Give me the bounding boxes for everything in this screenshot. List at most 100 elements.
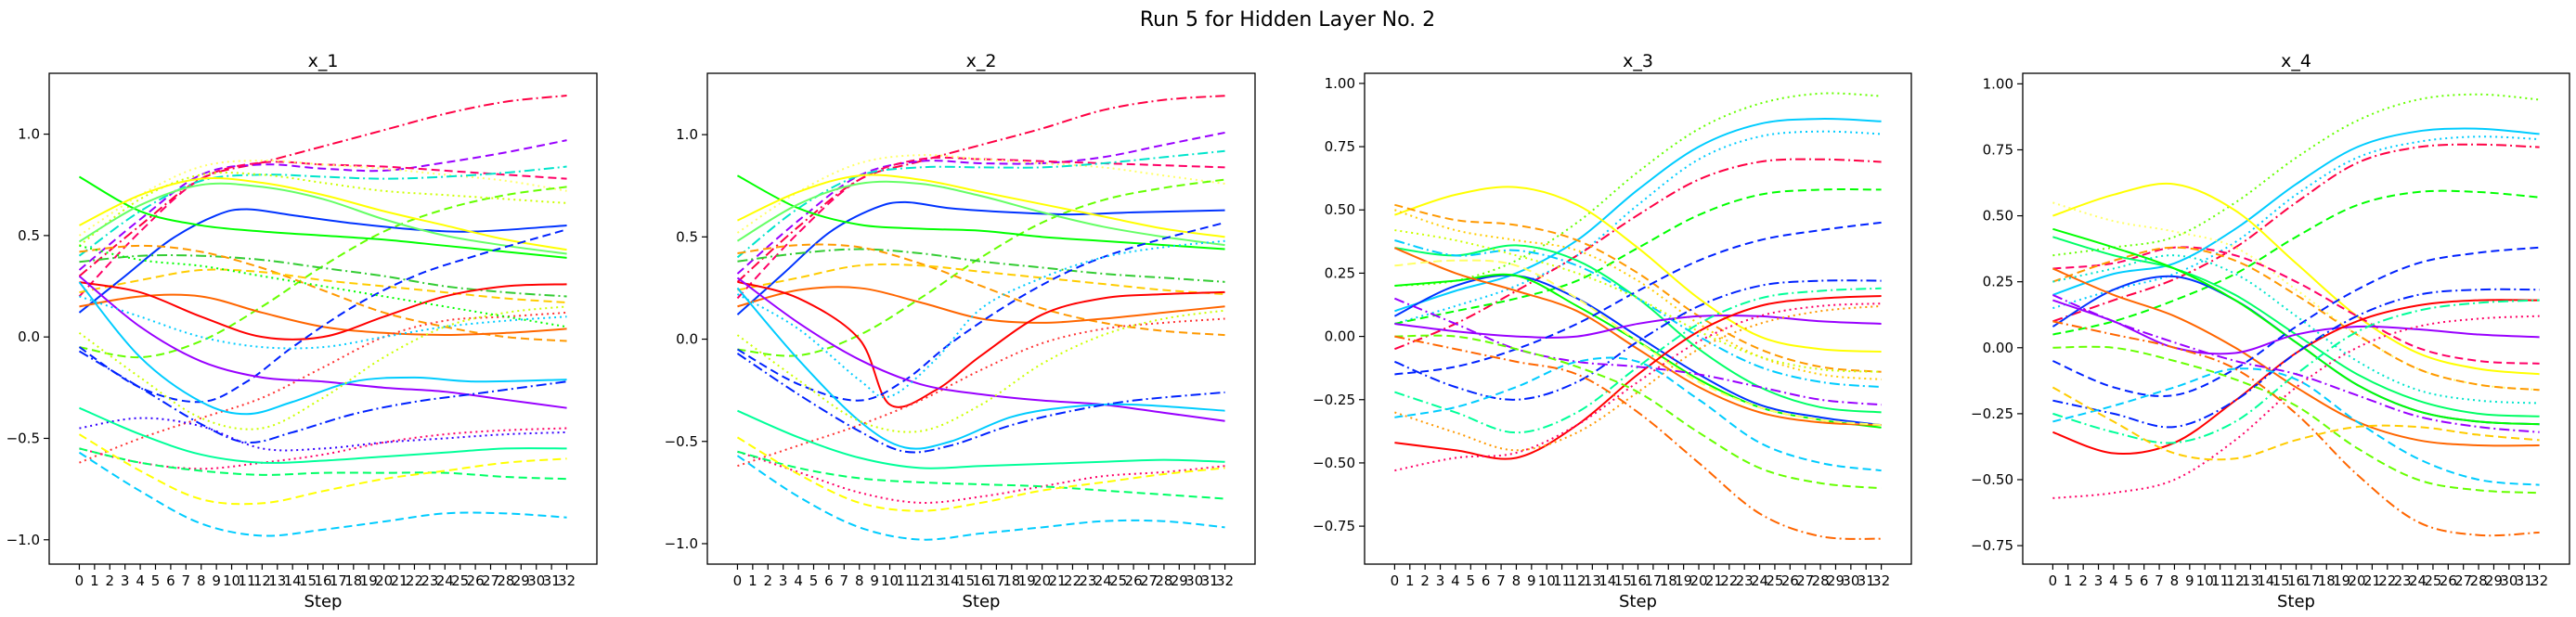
x-tick-label: 21 (2363, 572, 2381, 589)
chart-title: x_1 (308, 51, 339, 71)
x-tick-label: 24 (2409, 572, 2427, 589)
x-tick-label: 17 (1644, 572, 1662, 589)
x-tick-label: 13 (2242, 572, 2259, 589)
x-tick-label: 21 (1049, 572, 1067, 589)
x-tick-label: 10 (223, 572, 240, 589)
series-line-10 (79, 177, 567, 251)
chart-title: x_4 (2281, 51, 2311, 71)
x-tick-label: 25 (1109, 572, 1127, 589)
series-line-1 (2052, 93, 2540, 257)
series-line-19 (78, 275, 567, 409)
x-tick-label: 4 (794, 572, 803, 589)
series-line-7 (2052, 189, 2540, 336)
x-tick-label: 16 (972, 572, 990, 589)
x-axis-label: Step (2277, 592, 2315, 611)
x-tick-label: 5 (2125, 572, 2134, 589)
x-tick-label: 28 (2470, 572, 2488, 589)
series-line-9 (2052, 246, 2540, 392)
series-line-12 (79, 254, 567, 298)
x-tick-label: 31 (1201, 572, 1219, 589)
series-line-16 (737, 317, 1225, 468)
x-tick-label: 27 (1140, 572, 1158, 589)
x-tick-label: 27 (1796, 572, 1814, 589)
series-line-25 (2052, 254, 2540, 405)
x-axis-label: Step (1619, 592, 1657, 611)
y-tick-label: 0.00 (1983, 340, 2013, 356)
series-line-22 (78, 350, 567, 443)
x-tick-label: 23 (2394, 572, 2412, 589)
y-tick-label: 0.75 (1983, 141, 2013, 158)
series-line-4 (2052, 143, 2540, 323)
series-line-14 (2052, 299, 2540, 355)
series-line-7 (736, 200, 1225, 315)
x-tick-label: 18 (344, 572, 362, 589)
x-tick-label: 15 (957, 572, 975, 589)
x-tick-label: 6 (1482, 572, 1491, 589)
y-tick-label: −0.5 (665, 433, 698, 450)
chart-panel-2: −1.0−0.50.00.51.00 1 2 3 4 5 6 7 8 9 1011121314151… (665, 51, 1256, 611)
x-tick-label: 18 (1003, 572, 1020, 589)
series-line-2 (2052, 127, 2540, 296)
x-tick-label: 5 (809, 572, 819, 589)
series-line-17 (1394, 279, 1882, 401)
series-line-22 (737, 409, 1225, 469)
x-tick-label: 27 (2454, 572, 2472, 589)
x-tick-label: 8 (1512, 572, 1521, 589)
y-tick-label: −0.50 (1971, 471, 2013, 488)
series-line-24 (736, 436, 1225, 512)
series-line-15 (79, 293, 567, 336)
series-line-21 (79, 427, 567, 470)
series-line-20 (2052, 293, 2540, 433)
y-tick-label: 1.0 (676, 126, 698, 143)
series-group (78, 95, 567, 537)
series-line-29 (79, 295, 567, 350)
x-tick-label: 13 (1584, 572, 1601, 589)
series-line-6 (79, 186, 567, 359)
x-tick-label: 8 (2170, 572, 2180, 589)
x-tick-label: 0 (733, 572, 743, 589)
y-tick-label: 0.5 (18, 227, 40, 244)
figure-title: Run 5 for Hidden Layer No. 2 (1140, 8, 1435, 32)
series-line-23 (737, 450, 1225, 500)
x-tick-label: 22 (2378, 572, 2396, 589)
series-line-12 (737, 243, 1225, 337)
chart-panel-3: −0.75−0.50−0.250.000.250.500.751.000 1 2 3 4… (1313, 51, 1912, 611)
x-tick-label: 19 (1018, 572, 1036, 589)
x-tick-label: 7 (840, 572, 849, 589)
series-line-9 (78, 175, 567, 259)
x-tick-label: 13 (268, 572, 286, 589)
x-tick-label: 32 (1872, 572, 1890, 589)
y-tick-label: −0.75 (1971, 537, 2013, 554)
series-line-27 (78, 451, 567, 537)
series-line-17 (736, 221, 1225, 402)
series-line-18 (2052, 288, 2540, 429)
series-line-20 (737, 450, 1225, 504)
x-tick-label: 26 (1125, 572, 1143, 589)
y-tick-label: −0.5 (6, 430, 40, 446)
y-tick-label: 0.25 (1325, 264, 1355, 281)
x-tick-label: 14 (284, 572, 302, 589)
series-line-15 (2052, 299, 2540, 455)
x-tick-label: 1 (90, 572, 99, 589)
x-tick-label: 30 (1842, 572, 1859, 589)
x-tick-label: 0 (1391, 572, 1400, 589)
series-line-7 (1394, 203, 1882, 373)
x-tick-label: 29 (1171, 572, 1188, 589)
series-line-20 (1394, 304, 1882, 452)
x-axis-label: Step (963, 592, 1001, 611)
x-axis-label: Step (304, 592, 343, 611)
series-line-10 (736, 180, 1225, 247)
x-tick-label: 11 (896, 572, 913, 589)
series-line-15 (1394, 314, 1882, 339)
series-line-23 (2052, 320, 2540, 537)
x-tick-label: 26 (2440, 572, 2457, 589)
x-tick-label: 26 (467, 572, 485, 589)
series-line-4 (1394, 158, 1882, 351)
x-tick-label: 12 (2226, 572, 2244, 589)
series-line-3 (1394, 130, 1882, 325)
x-tick-label: 15 (2272, 572, 2290, 589)
y-tick-label: 0.0 (18, 328, 40, 345)
x-tick-label: 12 (912, 572, 929, 589)
x-tick-label: 25 (2424, 572, 2441, 589)
